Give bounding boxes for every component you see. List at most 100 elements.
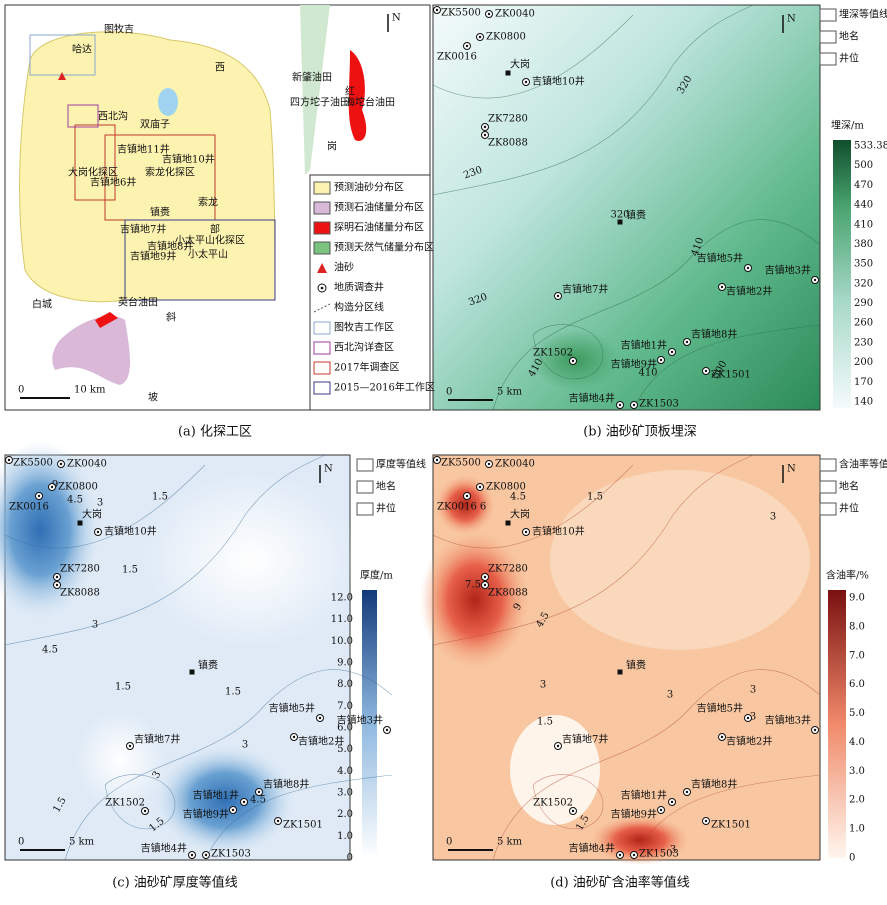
- place-label: 吉镇地10井: [162, 153, 215, 166]
- colorbar: [362, 590, 377, 858]
- caption: (b) 油砂矿顶板埋深: [583, 425, 697, 440]
- colorbar-tick: 500: [854, 160, 873, 171]
- place-label: 小太平山: [188, 248, 228, 261]
- well-marker: [524, 530, 528, 534]
- well-marker: [483, 583, 487, 587]
- legend-label: 预测天然气储量分布区: [334, 241, 434, 254]
- caption: (a) 化探工区: [178, 425, 252, 440]
- place-label: 吉镇地7井: [120, 223, 166, 236]
- scale-zero: 0: [18, 385, 24, 396]
- legend-swatch: [819, 8, 837, 22]
- legend-swatch: [313, 361, 331, 375]
- legend-label: 构造分区线: [334, 301, 384, 314]
- place-label: 吉镇地11井: [117, 143, 170, 156]
- legend-label: 含油率等值线: [839, 458, 887, 471]
- work-2015: [124, 219, 276, 301]
- contour-label: 1.5: [587, 492, 603, 503]
- legend-swatch: [356, 480, 374, 494]
- legend-swatch: [819, 30, 837, 44]
- well-marker: [556, 294, 560, 298]
- place-label: 白城: [32, 298, 52, 311]
- lake: [158, 88, 178, 116]
- colorbar-tick: 5.0: [337, 744, 353, 755]
- place-label: 索龙化探区: [145, 166, 195, 179]
- legend-swatch: [313, 201, 331, 215]
- place-label: 英台油田: [118, 296, 158, 309]
- well-label: 吉镇地2井: [298, 735, 344, 748]
- colorbar-tick: 350: [854, 259, 873, 270]
- place-label: 吉镇地9井: [130, 250, 176, 263]
- well-marker: [385, 728, 389, 732]
- oil-sand-point: [58, 72, 66, 80]
- legend-swatch: [356, 458, 374, 472]
- well-marker: [435, 8, 439, 12]
- colorbar-tick: 290: [854, 298, 873, 309]
- colorbar-tick: 3.0: [849, 766, 865, 777]
- thin-zone: [140, 470, 360, 650]
- well-label: ZK7280: [488, 114, 528, 125]
- legend-swatch: [313, 221, 331, 235]
- well-marker: [685, 790, 689, 794]
- survey-2017: [74, 124, 116, 201]
- place-label: 哈达: [72, 43, 92, 56]
- place-label: 海坨台油田: [345, 96, 395, 109]
- well-marker: [720, 285, 724, 289]
- colorbar-tick: 11.0: [331, 614, 353, 625]
- well-label: ZK5500: [441, 8, 481, 19]
- well-label: ZK0040: [495, 9, 535, 20]
- place-marker: [617, 219, 623, 225]
- proven-oil: [95, 312, 118, 328]
- well-label: 吉镇地10井: [532, 525, 585, 538]
- place-label: 镇赉: [150, 206, 170, 219]
- well-marker: [478, 35, 482, 39]
- colorbar-tick: 170: [854, 377, 873, 388]
- colorbar-tick: 533.38: [854, 141, 887, 152]
- contour-line: [432, 4, 754, 196]
- place-label: 西: [215, 63, 225, 74]
- contour-label: 3: [151, 769, 164, 780]
- contour-line: [432, 14, 634, 99]
- contour-line: [532, 774, 604, 830]
- well-label: ZK1501: [711, 370, 751, 381]
- well-label: 吉镇地5井: [269, 702, 315, 715]
- well-marker: [7, 458, 11, 462]
- well-marker: [746, 266, 750, 270]
- north-label: N: [787, 464, 796, 475]
- well-marker: [704, 369, 708, 373]
- place-marker: [505, 70, 511, 76]
- well-marker: [483, 125, 487, 129]
- colorbar-tick: 260: [854, 318, 873, 329]
- well-marker: [204, 853, 208, 857]
- place-label: 新肇油田: [292, 71, 332, 84]
- well-marker: [487, 12, 491, 16]
- colorbar-tick: 230: [854, 337, 873, 348]
- well-label: 吉镇地8井: [691, 778, 737, 791]
- legend-label: 预测石油储量分布区: [334, 201, 424, 214]
- well-marker: [746, 716, 750, 720]
- contour-label: 3: [667, 690, 673, 701]
- legend-label: 图牧吉工作区: [334, 321, 394, 334]
- legend-label: 预测油砂分布区: [334, 181, 404, 194]
- north-label: N: [392, 13, 401, 24]
- well-label: 吉镇地2井: [726, 285, 772, 298]
- xibeigou-area: [67, 104, 99, 128]
- place-label: 索龙: [198, 196, 218, 209]
- thick-zone: [0, 440, 100, 620]
- colorbar-tick: 8.0: [849, 621, 865, 632]
- place-label: 斜: [166, 311, 176, 324]
- well-label: ZK1503: [211, 849, 251, 860]
- colorbar-tick: 410: [854, 219, 873, 230]
- well-label: 吉镇地9井: [611, 358, 657, 371]
- contour-label: 4.5: [67, 495, 83, 506]
- well-marker: [478, 485, 482, 489]
- well-label: ZK1502: [105, 798, 145, 809]
- place-label: 四方坨子油田: [290, 96, 350, 109]
- legend-swatch: [320, 286, 324, 290]
- north-label: N: [787, 14, 796, 25]
- colorbar-tick: 6.0: [337, 723, 353, 734]
- place-label: 吉镇地6井: [90, 176, 136, 189]
- place-label: 部: [210, 223, 220, 236]
- well-marker: [257, 790, 261, 794]
- well-label: 吉镇地8井: [263, 778, 309, 791]
